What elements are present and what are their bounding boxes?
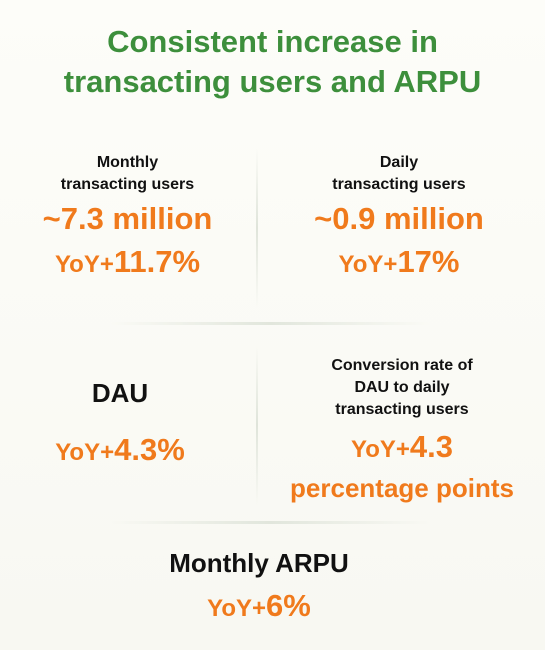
dau-label: DAU bbox=[91, 378, 149, 408]
dau-block: DAU YoY+4.3% bbox=[0, 378, 240, 468]
title-line-1: Consistent increase in bbox=[107, 24, 438, 59]
daily-users-yoy: YoY+17% bbox=[270, 244, 528, 280]
monthly-transacting-users-block: Monthly transacting users ~7.3 million Y… bbox=[0, 152, 255, 280]
conversion-label-line-1: Conversion rate of bbox=[331, 357, 473, 374]
arpu-yoy-value: 6% bbox=[266, 588, 311, 623]
monthly-users-yoy-prefix: YoY+ bbox=[54, 251, 114, 278]
horizontal-divider-bottom bbox=[110, 521, 430, 524]
monthly-users-label: Monthly transacting users bbox=[0, 152, 255, 196]
conversion-rate-block: Conversion rate of DAU to daily transact… bbox=[262, 355, 542, 505]
monthly-users-label-line-1: Monthly bbox=[96, 154, 159, 171]
dau-yoy-value: 4.3% bbox=[114, 432, 185, 467]
monthly-users-yoy: YoY+11.7% bbox=[0, 244, 255, 280]
arpu-label: Monthly ARPU bbox=[169, 548, 349, 578]
arpu-yoy: YoY+6% bbox=[0, 588, 518, 624]
conversion-label-line-3: transacting users bbox=[335, 401, 469, 418]
daily-transacting-users-block: Daily transacting users ~0.9 million YoY… bbox=[270, 152, 528, 280]
dau-yoy: YoY+4.3% bbox=[0, 432, 240, 468]
vertical-divider-top bbox=[256, 148, 258, 308]
daily-users-label-line-1: Daily bbox=[379, 154, 419, 171]
arpu-yoy-prefix: YoY+ bbox=[207, 595, 267, 622]
daily-users-yoy-prefix: YoY+ bbox=[338, 251, 398, 278]
daily-users-yoy-value: 17% bbox=[397, 244, 460, 279]
monthly-users-value: ~7.3 million bbox=[42, 201, 213, 236]
monthly-arpu-block: Monthly ARPU YoY+6% bbox=[0, 548, 518, 624]
daily-users-value: ~0.9 million bbox=[314, 201, 484, 236]
conversion-yoy: YoY+4.3 bbox=[262, 429, 542, 471]
conversion-yoy-unit: percentage points bbox=[290, 473, 514, 503]
conversion-yoy-value: 4.3 bbox=[409, 429, 454, 464]
conversion-yoy-prefix: YoY+ bbox=[350, 436, 410, 463]
vertical-divider-bottom bbox=[256, 345, 258, 505]
conversion-label-line-2: DAU to daily bbox=[354, 379, 450, 396]
horizontal-divider-middle bbox=[110, 322, 430, 325]
page-title: Consistent increase in transacting users… bbox=[0, 22, 545, 102]
daily-users-label: Daily transacting users bbox=[270, 152, 528, 196]
monthly-users-yoy-value: 11.7% bbox=[113, 244, 201, 279]
daily-users-label-line-2: transacting users bbox=[332, 176, 466, 193]
dau-yoy-prefix: YoY+ bbox=[55, 439, 115, 466]
title-line-2: transacting users and ARPU bbox=[63, 64, 482, 99]
conversion-label: Conversion rate of DAU to daily transact… bbox=[262, 355, 542, 421]
monthly-users-label-line-2: transacting users bbox=[60, 176, 195, 193]
